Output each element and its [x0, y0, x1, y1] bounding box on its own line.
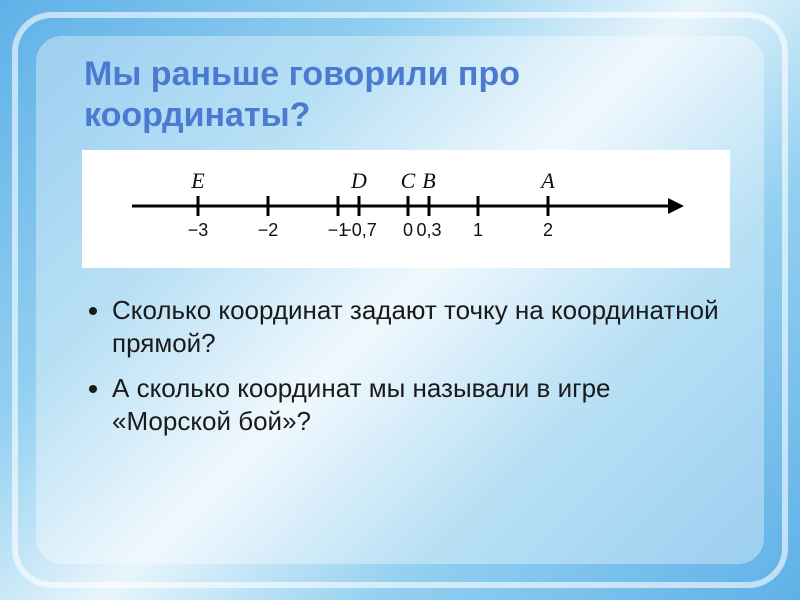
point-label: A — [539, 168, 555, 193]
tick-label: −2 — [258, 220, 279, 240]
point-label: B — [422, 168, 435, 193]
slide: Мы раньше говорили про координаты? −3 −2 −… — [0, 0, 800, 600]
tick-label: 1 — [473, 220, 483, 240]
bullet-list: Сколько координат задают точку на коорди… — [84, 294, 728, 439]
number-line-panel: −3−2−1−0,700,312EDCBA — [82, 150, 730, 268]
tick-label: −0,7 — [341, 220, 377, 240]
point-label: C — [401, 168, 416, 193]
tick-label: 0,3 — [416, 220, 441, 240]
point-label: E — [190, 168, 205, 193]
list-item: Сколько координат задают точку на коорди… — [112, 294, 728, 361]
slide-content: Мы раньше говорили про координаты? −3 −2 −… — [36, 36, 764, 564]
tick-label: 0 — [403, 220, 413, 240]
slide-title: Мы раньше говорили про координаты? — [84, 54, 728, 136]
list-item: А сколько координат мы называли в игре «… — [112, 372, 728, 439]
number-line-svg: −3−2−1−0,700,312EDCBA — [126, 158, 686, 258]
point-label: D — [350, 168, 367, 193]
tick-label: −3 — [188, 220, 209, 240]
tick-label: 2 — [543, 220, 553, 240]
